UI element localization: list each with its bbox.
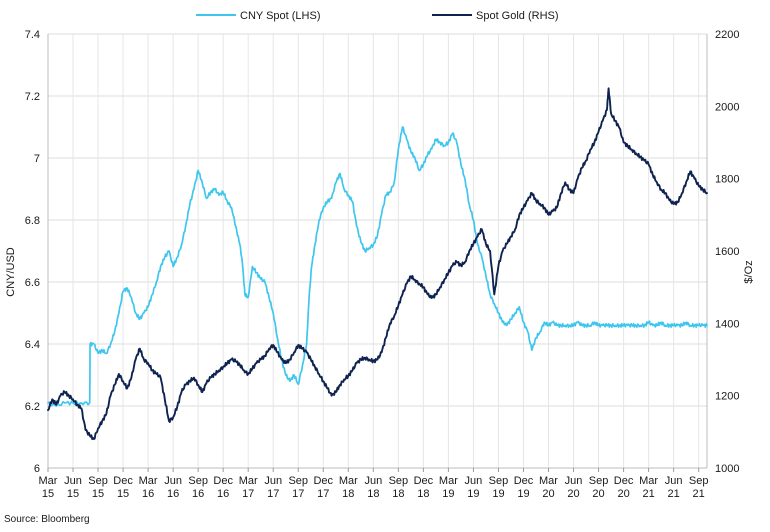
series-lines (47, 87, 708, 441)
y-axis-label-left: CNY/USD (5, 247, 17, 297)
x-tick-year-0: 15 (42, 488, 54, 500)
x-tick-month-16: Mar (439, 475, 458, 487)
x-tick-month-17: Jun (465, 475, 483, 487)
y-tick-left-6: 7.2 (25, 91, 40, 103)
x-tick-year-18: 19 (492, 488, 504, 500)
x-tick-month-5: Jun (164, 475, 182, 487)
y-tick-left-5: 7 (34, 153, 40, 165)
legend: CNY Spot (LHS) Spot Gold (RHS) (196, 10, 559, 22)
x-tick-month-15: Dec (414, 475, 434, 487)
x-tick-year-17: 19 (467, 488, 479, 500)
x-tick-year-25: 21 (668, 488, 680, 500)
x-tick-year-19: 19 (517, 488, 529, 500)
x-tick-year-10: 17 (292, 488, 304, 500)
x-tick-year-12: 18 (342, 488, 354, 500)
y-tick-right-0: 1000 (715, 463, 739, 475)
x-tick-year-1: 15 (67, 488, 79, 500)
x-tick-year-5: 16 (167, 488, 179, 500)
gridlines (47, 33, 707, 469)
x-tick-year-24: 21 (642, 488, 654, 500)
series-line-cny-spot (47, 126, 708, 407)
x-tick-month-22: Sep (589, 475, 609, 487)
x-tick-year-16: 19 (442, 488, 454, 500)
x-tick-month-4: Mar (139, 475, 158, 487)
x-tick-year-2: 15 (92, 488, 104, 500)
x-tick-year-9: 17 (267, 488, 279, 500)
x-tick-month-12: Mar (339, 475, 358, 487)
x-tick-month-23: Dec (614, 475, 634, 487)
x-tick-month-24: Mar (639, 475, 658, 487)
x-tick-year-21: 20 (567, 488, 579, 500)
x-tick-month-25: Jun (665, 475, 683, 487)
y-tick-right-4: 1800 (715, 174, 739, 186)
x-tick-month-18: Sep (489, 475, 509, 487)
left-axis: 6 6.2 6.4 6.6 6.8 7 7.2 7.4 (25, 29, 40, 475)
x-tick-month-8: Mar (239, 475, 258, 487)
x-tick-month-1: Jun (64, 475, 82, 487)
x-tick-month-2: Sep (88, 475, 108, 487)
y-tick-right-2: 1400 (715, 318, 739, 330)
x-tick-year-3: 15 (117, 488, 129, 500)
x-tick-year-26: 21 (693, 488, 705, 500)
right-axis: 1000 1200 1400 1600 1800 2000 2200 (715, 29, 739, 475)
x-tick-year-23: 20 (617, 488, 629, 500)
x-tick-month-14: Sep (389, 475, 409, 487)
legend-label-0: CNY Spot (LHS) (240, 10, 321, 22)
x-tick-month-26: Sep (689, 475, 709, 487)
x-tick-year-8: 17 (242, 488, 254, 500)
y-tick-left-2: 6.4 (25, 339, 40, 351)
x-tick-month-3: Dec (113, 475, 133, 487)
x-tick-month-20: Mar (539, 475, 558, 487)
source-note: Source: Bloomberg (4, 514, 90, 525)
x-tick-month-0: Mar (39, 475, 58, 487)
y-tick-right-5: 2000 (715, 101, 739, 113)
y-tick-left-7: 7.4 (25, 29, 40, 41)
x-tick-year-13: 18 (367, 488, 379, 500)
y-tick-left-4: 6.8 (25, 215, 40, 227)
legend-label-1: Spot Gold (RHS) (476, 10, 559, 22)
y-axis-label-right: $/Oz (743, 260, 755, 283)
x-tick-month-21: Jun (565, 475, 583, 487)
x-tick-year-22: 20 (592, 488, 604, 500)
x-tick-month-10: Sep (288, 475, 308, 487)
x-tick-month-9: Jun (264, 475, 282, 487)
y-tick-left-1: 6.2 (25, 401, 40, 413)
x-tick-year-7: 16 (217, 488, 229, 500)
y-tick-right-3: 1600 (715, 246, 739, 258)
x-tick-month-13: Jun (364, 475, 382, 487)
x-tick-year-15: 18 (417, 488, 429, 500)
x-tick-year-4: 16 (142, 488, 154, 500)
y-tick-right-1: 1200 (715, 391, 739, 403)
x-tick-month-7: Dec (213, 475, 233, 487)
y-tick-left-3: 6.6 (25, 277, 40, 289)
series-line-spot-gold (47, 87, 708, 441)
x-tick-year-14: 18 (392, 488, 404, 500)
x-tick-year-11: 17 (317, 488, 329, 500)
x-tick-year-6: 16 (192, 488, 204, 500)
plot-frame (47, 34, 708, 469)
x-tick-month-11: Dec (313, 475, 333, 487)
x-tick-month-6: Sep (188, 475, 208, 487)
y-tick-right-6: 2200 (715, 29, 739, 41)
y-tick-left-0: 6 (34, 463, 40, 475)
x-tick-year-20: 20 (542, 488, 554, 500)
x-tick-month-19: Dec (514, 475, 534, 487)
x-axis: Mar15Jun15Sep15Dec15Mar16Jun16Sep16Dec16… (39, 468, 709, 500)
